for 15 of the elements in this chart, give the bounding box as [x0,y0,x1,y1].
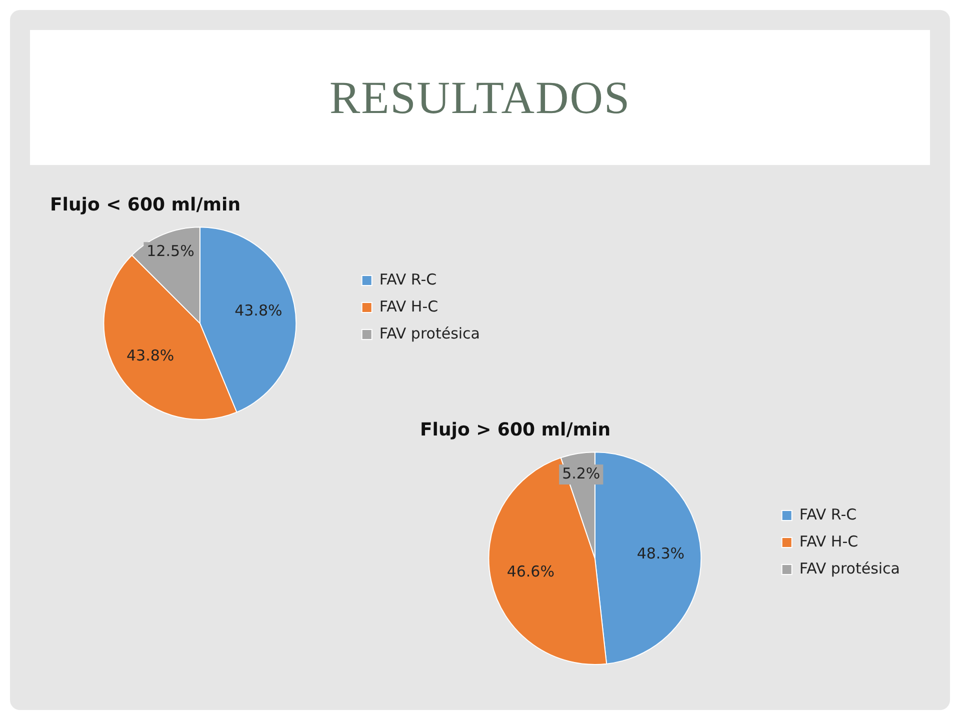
text: RESULTADOS [329,71,631,124]
legend-label: FAV R-C [379,270,437,288]
legend-label: FAV H-C [799,532,858,550]
legend-label: FAV protésica [379,324,480,342]
legend-label: FAV R-C [799,505,857,524]
legend-label: FAV H-C [379,297,438,316]
chart-title: Flujo < 600 ml/min [50,194,241,216]
legend-label: FAV protésica [799,559,900,578]
data-label: 43.8% [126,346,174,364]
data-label: 12.5% [146,242,194,260]
data-label: 43.8% [234,302,282,320]
chart-title: Flujo > 600 ml/min [420,419,611,440]
data-label: 5.2% [562,464,600,482]
data-label: 48.3% [636,544,684,563]
data-label: 46.6% [506,562,554,580]
